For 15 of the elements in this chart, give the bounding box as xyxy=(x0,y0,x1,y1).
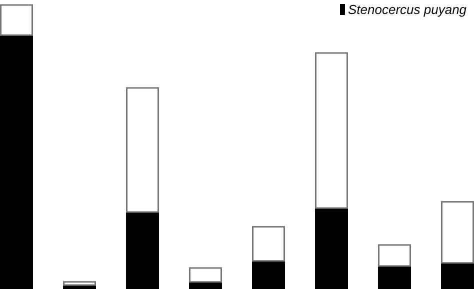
bar xyxy=(440,201,474,264)
bar xyxy=(440,262,474,289)
bar xyxy=(314,52,348,209)
bar xyxy=(252,260,285,289)
bar xyxy=(378,244,411,267)
bar xyxy=(63,281,96,286)
bar xyxy=(0,4,33,36)
bar xyxy=(126,87,159,213)
bar xyxy=(126,211,159,289)
bar xyxy=(188,267,222,283)
bar xyxy=(378,265,411,289)
legend-label: Stenocercus puyang xyxy=(348,2,468,17)
bar xyxy=(0,34,33,289)
bar xyxy=(252,226,285,262)
bar xyxy=(314,207,348,289)
